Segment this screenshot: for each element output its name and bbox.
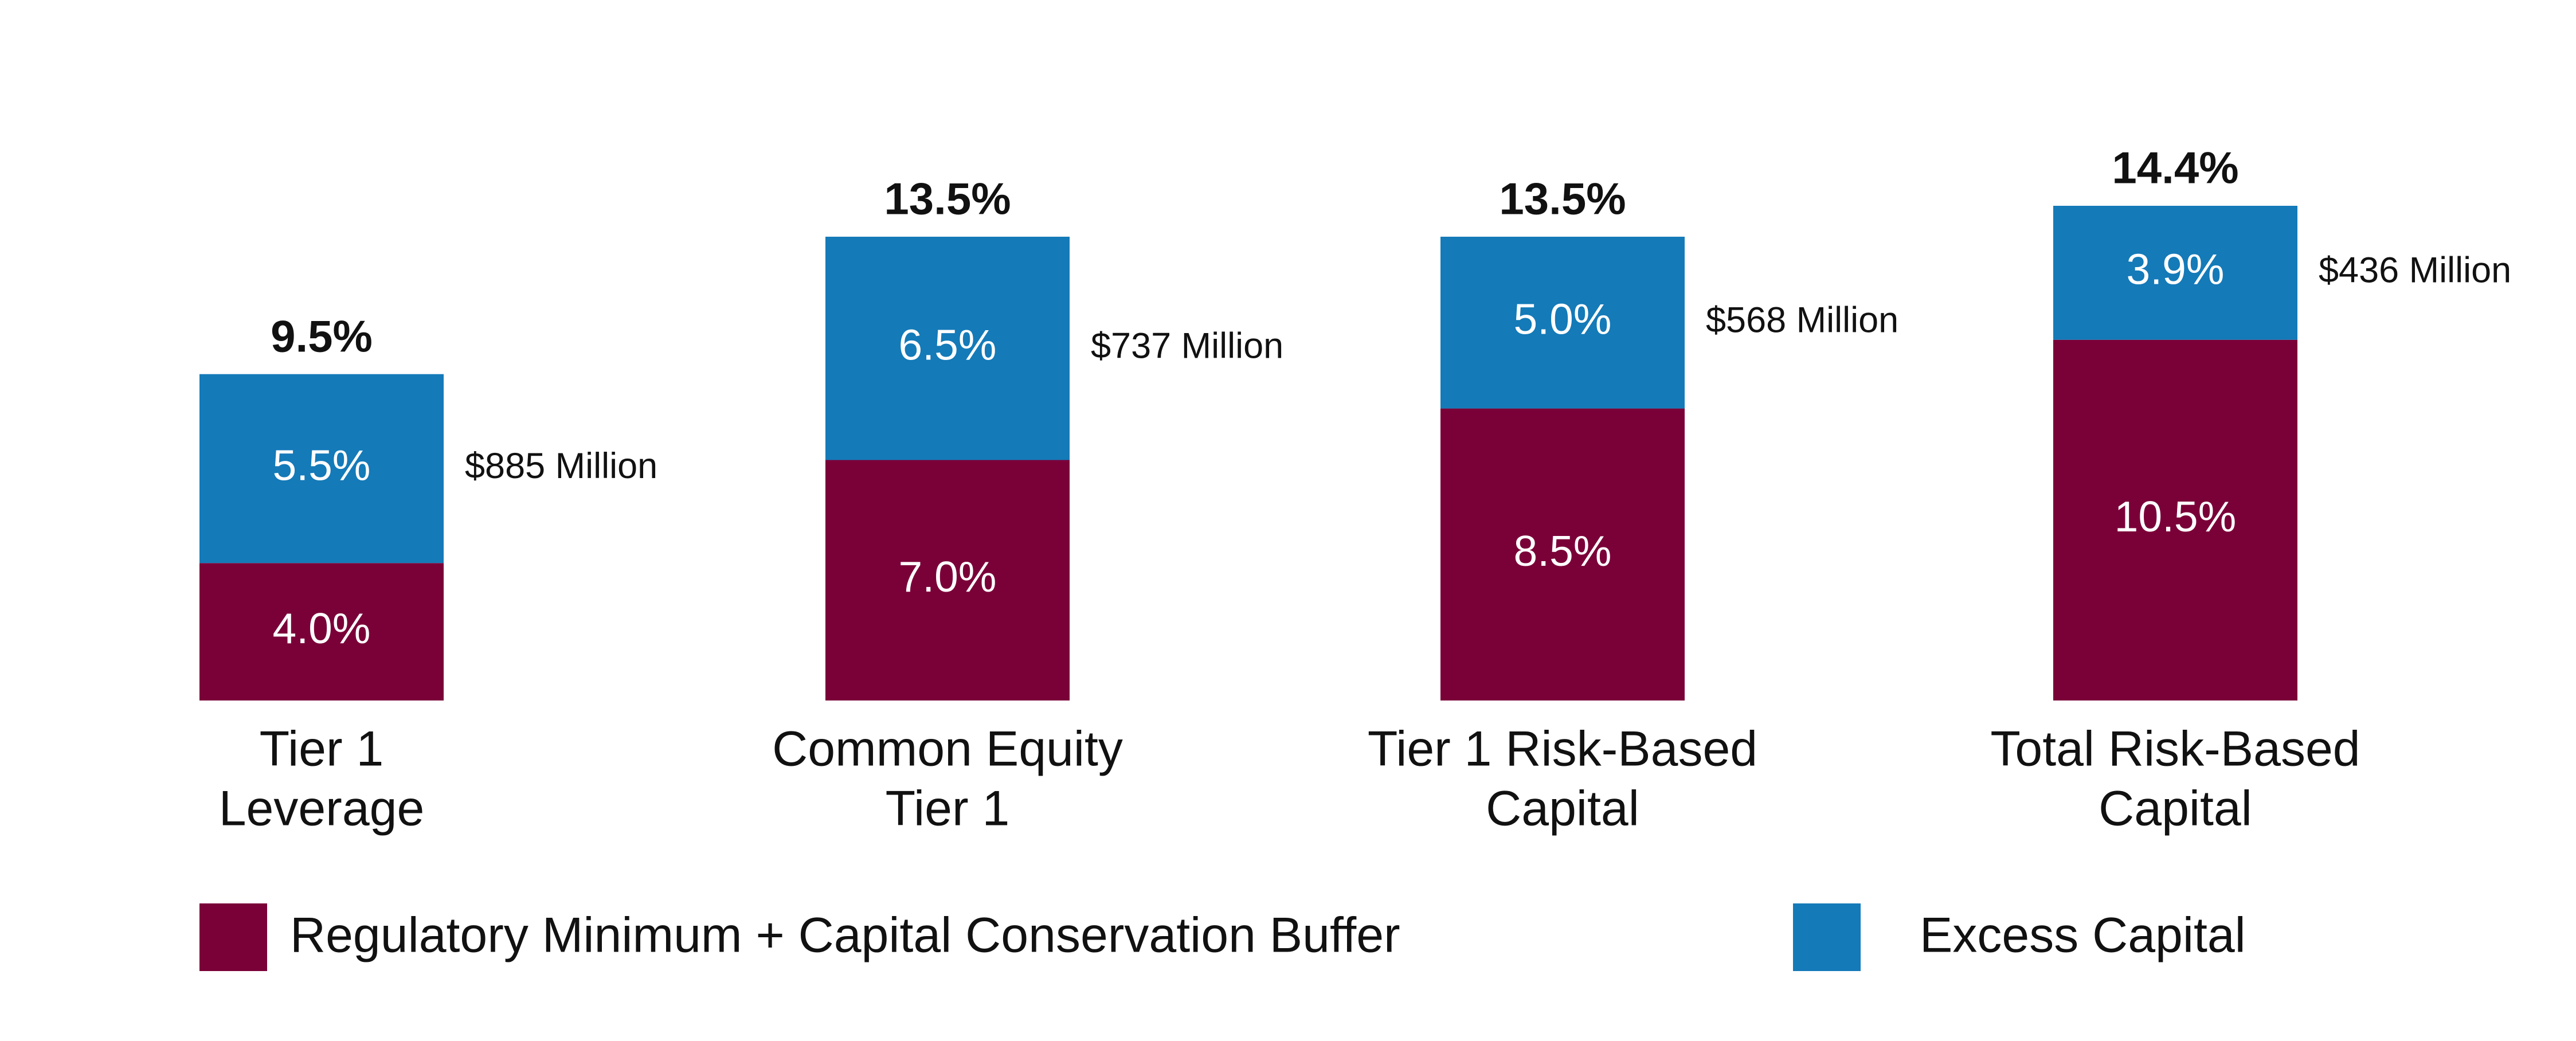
bar-segment bbox=[199, 563, 444, 700]
value-label: 10.5% bbox=[2115, 492, 2237, 541]
bar-segment bbox=[1440, 236, 1685, 409]
category-label: Tier 1 Risk-Based bbox=[1368, 722, 1757, 777]
total-label: 14.4% bbox=[2112, 143, 2238, 193]
total-label: 13.5% bbox=[1499, 174, 1626, 224]
bar-segment bbox=[2053, 339, 2297, 700]
bar-segment bbox=[825, 460, 1070, 700]
category-label: Capital bbox=[1486, 781, 1639, 836]
total-label: 9.5% bbox=[271, 311, 373, 361]
value-label: 4.0% bbox=[273, 604, 371, 652]
value-label: 3.9% bbox=[2127, 245, 2225, 293]
legend-label: Regulatory Minimum + Capital Conservatio… bbox=[290, 908, 1400, 963]
legend-label: Excess Capital bbox=[1920, 908, 2246, 963]
value-label: 8.5% bbox=[1514, 527, 1612, 575]
legend-swatch bbox=[199, 903, 267, 971]
value-label: 6.5% bbox=[899, 321, 997, 369]
category-label: Capital bbox=[2099, 781, 2252, 836]
total-label: 13.5% bbox=[884, 174, 1011, 224]
value-label: 7.0% bbox=[899, 553, 997, 601]
value-label: 5.0% bbox=[1514, 295, 1612, 343]
annotation: $885 Million bbox=[465, 446, 657, 486]
category-label: Tier 1 bbox=[886, 781, 1010, 836]
bar-segment bbox=[2053, 206, 2297, 340]
category-label: Tier 1 bbox=[260, 722, 384, 777]
legend-swatch bbox=[1793, 903, 1861, 971]
annotation: $737 Million bbox=[1091, 326, 1283, 366]
annotation: $568 Million bbox=[1706, 300, 1898, 340]
annotation: $436 Million bbox=[2319, 251, 2511, 291]
bar-segment bbox=[199, 374, 444, 563]
bar-segment bbox=[1440, 408, 1685, 700]
category-label: Common Equity bbox=[772, 722, 1123, 777]
category-label: Leverage bbox=[219, 781, 425, 836]
value-label: 5.5% bbox=[273, 441, 371, 489]
category-label: Total Risk-Based bbox=[1990, 722, 2360, 777]
bar-segment bbox=[825, 236, 1070, 460]
